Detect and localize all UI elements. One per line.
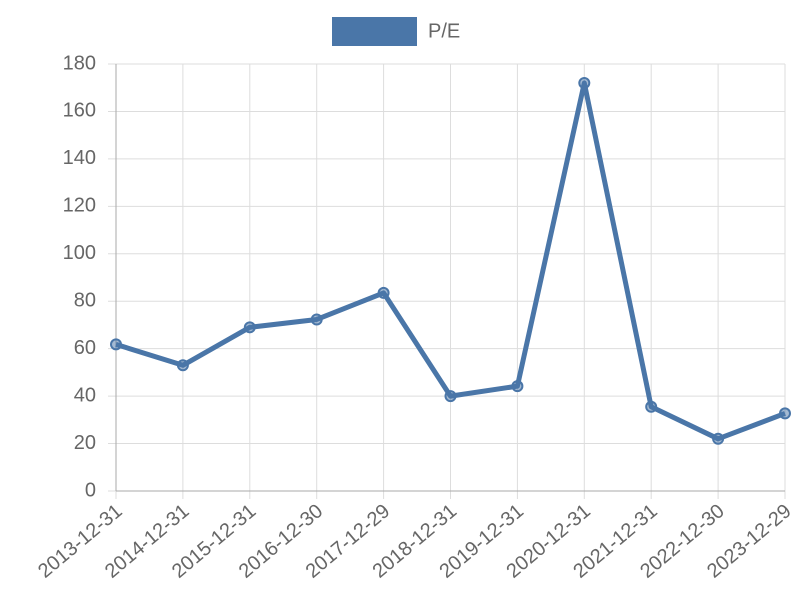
y-tick-label: 40 <box>74 384 96 406</box>
legend-swatch <box>332 17 417 46</box>
y-tick-label: 180 <box>63 52 96 74</box>
y-tick-label: 60 <box>74 337 96 359</box>
point <box>310 313 323 326</box>
point <box>243 321 256 334</box>
y-tick-label: 140 <box>63 147 96 169</box>
point <box>444 390 457 403</box>
point <box>511 380 524 393</box>
y-tick-label: 0 <box>85 479 96 501</box>
y-tick-label: 20 <box>74 432 96 454</box>
y-tick-label: 80 <box>74 290 96 312</box>
y-tick-label: 100 <box>63 242 96 264</box>
point <box>110 338 122 351</box>
point <box>712 432 725 445</box>
point <box>779 407 791 420</box>
legend-label: P/E <box>428 20 460 42</box>
point <box>645 400 658 413</box>
point <box>377 286 390 299</box>
y-tick-label: 120 <box>63 195 96 217</box>
point <box>578 76 591 89</box>
point <box>176 359 189 372</box>
y-tick-label: 160 <box>63 100 96 122</box>
